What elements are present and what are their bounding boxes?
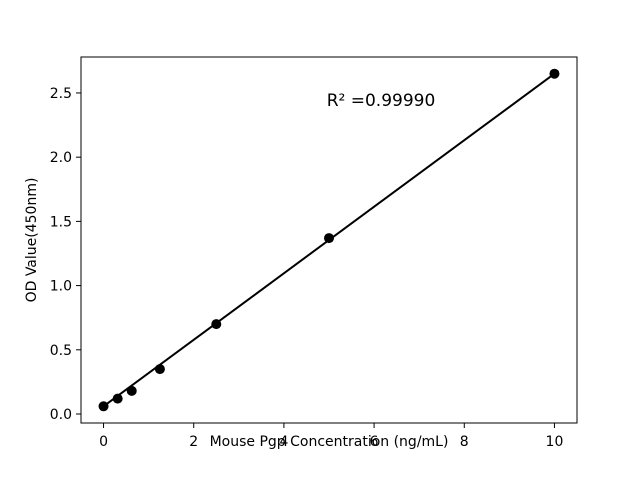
y-tick-label: 0.5 <box>50 343 72 359</box>
x-tick-label: 8 <box>460 434 469 450</box>
data-point <box>549 68 560 79</box>
y-tick-label: 1.5 <box>50 214 72 230</box>
y-axis-label: OD Value(450nm) <box>24 177 40 303</box>
x-tick-label: 4 <box>279 434 288 450</box>
y-tick-label: 1.0 <box>50 279 72 295</box>
r-squared-annotation: R² =0.99990 <box>326 91 436 111</box>
y-tick-label: 0.0 <box>50 407 72 423</box>
plot-frame <box>80 56 578 424</box>
data-point <box>112 393 123 404</box>
data-point <box>154 364 165 375</box>
data-point <box>324 233 334 244</box>
data-point <box>211 319 222 330</box>
y-tick-label: 2.5 <box>50 86 72 102</box>
x-axis-label: Mouse Pgp Concentration (ng/mL) <box>209 434 449 450</box>
data-point <box>126 385 137 396</box>
data-point <box>98 401 109 412</box>
x-tick-label: 0 <box>99 434 108 450</box>
x-tick-label: 2 <box>189 434 198 450</box>
y-tick-label: 2.0 <box>50 150 72 166</box>
x-tick-label: 10 <box>546 434 564 450</box>
x-tick-label: 6 <box>370 434 379 450</box>
